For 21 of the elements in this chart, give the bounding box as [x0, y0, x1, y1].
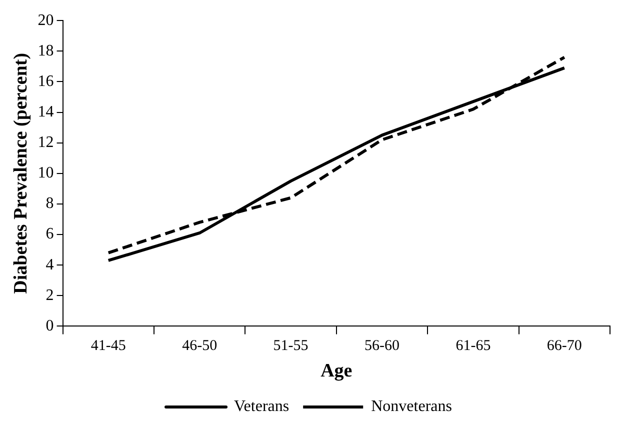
- y-tick-label: 20: [38, 12, 54, 29]
- x-axis-title: Age: [320, 360, 352, 382]
- legend-label: Veterans: [234, 398, 290, 416]
- x-tick-label: 51-55: [273, 338, 308, 354]
- y-tick-label: 6: [46, 226, 54, 243]
- x-tick-label: 46-50: [182, 338, 218, 354]
- legend-label: Nonveterans: [371, 398, 452, 416]
- y-tick-label: 0: [46, 317, 54, 334]
- y-tick-label: 14: [38, 103, 54, 120]
- y-tick-label: 4: [46, 256, 54, 274]
- y-tick-label: 12: [38, 134, 54, 152]
- y-tick-label: 16: [38, 72, 54, 90]
- y-tick-label: 18: [38, 42, 54, 60]
- y-tick-label: 10: [38, 164, 54, 182]
- x-tick-label: 61-65: [456, 338, 491, 354]
- x-tick-label: 66-70: [546, 338, 582, 354]
- y-axis-title: Diabetes Prevalence (percent): [10, 52, 32, 294]
- y-tick-label: 8: [46, 195, 54, 212]
- x-tick-label: 41-45: [90, 338, 126, 354]
- y-tick-label: 2: [46, 286, 54, 304]
- x-tick-label: 56-60: [364, 338, 400, 354]
